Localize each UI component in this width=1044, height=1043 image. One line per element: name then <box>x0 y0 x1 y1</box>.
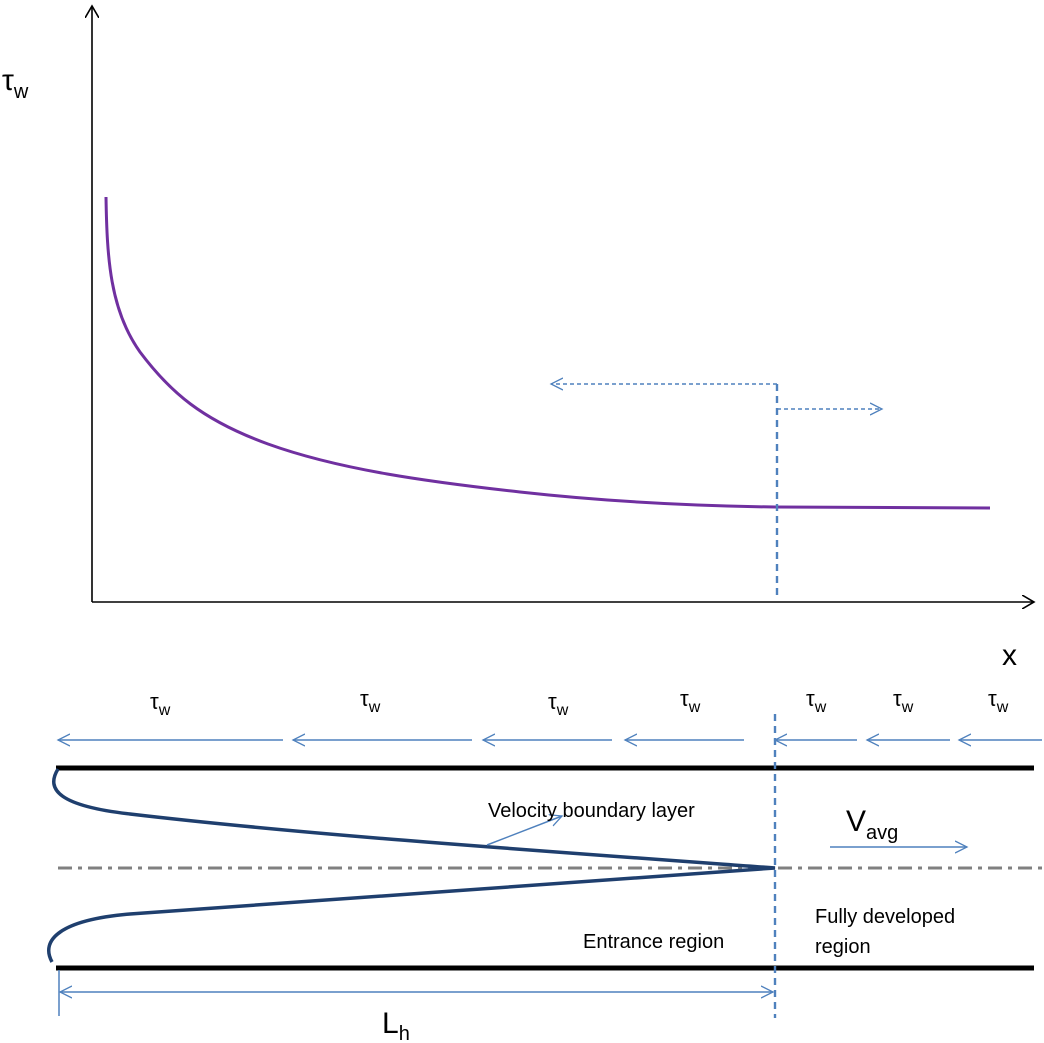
boundary-layer-pointer <box>486 816 562 846</box>
shear-stress-plot: τw x <box>2 6 1034 672</box>
pipe: Velocity boundary layer Vavg Entrance re… <box>47 714 1042 1043</box>
shear-label-5: τw <box>806 686 827 716</box>
velocity-label: Vavg <box>846 805 898 844</box>
y-axis-label: τw <box>2 64 29 103</box>
shear-label-6: τw <box>893 686 914 716</box>
shear-labels: τw τw τw τw τw τw τw <box>150 686 1009 719</box>
y-axis-label-sub: w <box>13 81 29 103</box>
y-axis-label-main: τ <box>2 64 14 97</box>
shear-label-2: τw <box>360 686 381 716</box>
fully-developed-label-line1: Fully developed <box>815 906 955 928</box>
shear-label-7: τw <box>988 686 1009 716</box>
shear-label-4: τw <box>680 686 701 716</box>
boundary-layer-label: Velocity boundary layer <box>488 800 695 822</box>
x-axis-label: x <box>1002 639 1017 672</box>
entrance-region-label: Entrance region <box>583 931 724 953</box>
shear-label-3: τw <box>548 689 569 719</box>
shear-label-1: τw <box>150 689 171 719</box>
fully-developed-label-line2: region <box>815 936 871 958</box>
entrance-length-label: Lh <box>382 1007 410 1043</box>
wall-shear-curve <box>104 196 991 510</box>
boundary-layer-profile <box>47 768 776 963</box>
